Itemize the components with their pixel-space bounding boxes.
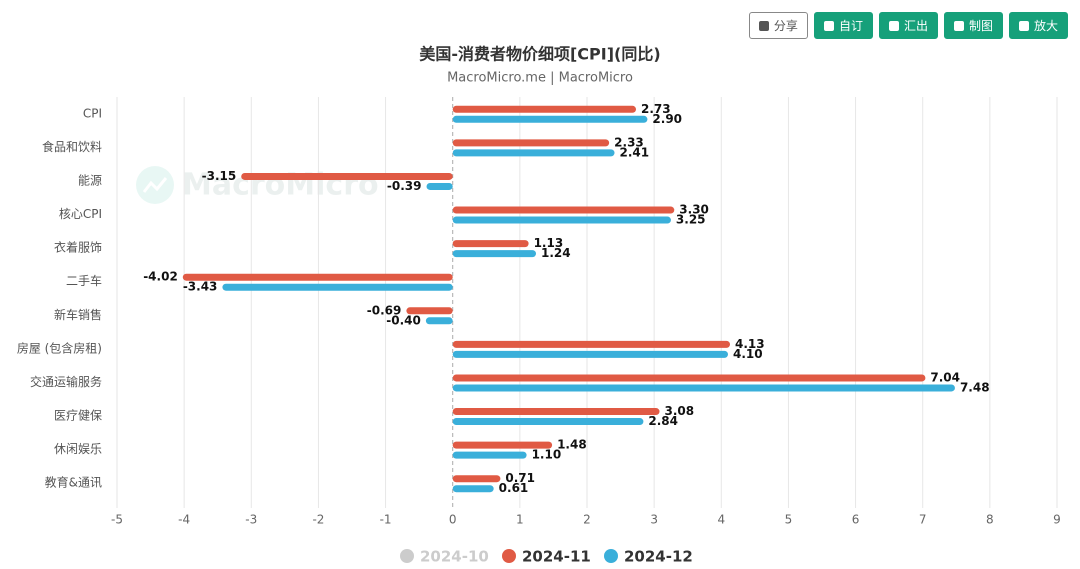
x-tick-label: 3	[650, 513, 658, 527]
data-label: 2.41	[620, 145, 650, 159]
export-button[interactable]: 汇出	[878, 12, 938, 39]
bar	[406, 307, 453, 315]
data-label: -3.43	[183, 280, 218, 294]
bar	[425, 317, 453, 325]
bar	[452, 441, 553, 449]
data-label: 1.24	[541, 246, 571, 260]
y-tick-label: 二手车	[66, 273, 102, 288]
x-tick-label: -5	[111, 513, 123, 527]
y-tick-label: 核心CPI	[59, 207, 102, 221]
y-tick-label: 休闲娱乐	[54, 442, 102, 456]
x-tick-label: 8	[986, 513, 994, 527]
legend-marker	[400, 549, 414, 563]
data-label: 7.04	[930, 370, 960, 384]
y-tick-label: 医疗健保	[54, 409, 102, 423]
legend-marker	[604, 549, 618, 563]
data-label: 4.13	[735, 337, 765, 351]
x-tick-label: -1	[380, 513, 392, 527]
bar	[452, 216, 671, 224]
x-tick-label: -3	[245, 513, 257, 527]
bar	[452, 139, 610, 147]
bar	[452, 451, 527, 459]
bar	[452, 475, 501, 483]
bar	[222, 283, 453, 291]
data-label: -4.02	[143, 270, 178, 284]
bar	[452, 240, 529, 248]
legend-label: 2024-12	[624, 548, 693, 566]
bar	[452, 206, 675, 214]
button-label: 放大	[1033, 19, 1058, 33]
bar	[452, 374, 926, 382]
customize-button[interactable]: 自订	[813, 12, 873, 39]
y-tick-label: 衣着服饰	[54, 240, 102, 255]
chart-subtitle: MacroMicro.me | MacroMicro	[447, 71, 633, 86]
bar	[452, 340, 731, 348]
x-tick-label: 0	[449, 513, 457, 527]
x-tick-label: 6	[852, 513, 860, 527]
x-tick-label: 4	[717, 513, 725, 527]
y-tick-label: 教育&通讯	[45, 475, 102, 490]
button-label: 汇出	[903, 19, 928, 33]
y-tick-label: 新车销售	[54, 307, 102, 322]
legend-marker	[502, 549, 516, 563]
watermark-logo: MacroMicro	[136, 166, 379, 204]
bar	[452, 350, 728, 358]
data-label: 1.13	[534, 236, 564, 250]
draw-button[interactable]: 制图	[943, 12, 1003, 39]
data-label: -0.69	[367, 303, 402, 317]
bar	[452, 384, 955, 392]
data-label: 2.84	[648, 414, 678, 428]
bar	[182, 273, 453, 281]
bar	[452, 105, 637, 113]
data-label: -0.39	[387, 179, 422, 193]
legend-label: 2024-11	[522, 548, 591, 566]
bar	[452, 149, 615, 157]
toolbar: 分享 自订 汇出 制图 放大	[748, 12, 1068, 39]
y-tick-label: 房屋 (包含房租)	[17, 340, 102, 355]
data-label: 3.30	[679, 203, 709, 217]
bar	[452, 485, 494, 493]
data-label: 0.71	[505, 471, 535, 485]
data-label: 1.48	[557, 438, 587, 452]
bar	[452, 408, 660, 416]
button-label: 制图	[968, 19, 993, 33]
bar	[241, 172, 453, 180]
data-label: 2.90	[652, 112, 682, 126]
x-tick-label: 9	[1053, 513, 1061, 527]
y-tick-label: 食品和饮料	[42, 139, 102, 154]
data-label: 0.61	[499, 481, 529, 495]
zoom-button[interactable]: 放大	[1008, 12, 1068, 39]
y-tick-label: CPI	[83, 106, 102, 120]
data-label: -3.15	[202, 169, 237, 183]
data-label: 1.10	[532, 448, 562, 462]
button-label: 自订	[838, 19, 863, 33]
data-label: 3.25	[676, 213, 706, 227]
data-label: 2.33	[614, 135, 644, 149]
bar	[452, 115, 648, 123]
x-tick-label: 1	[516, 513, 524, 527]
data-label: 3.08	[665, 404, 695, 418]
bar	[452, 418, 644, 426]
button-label: 分享	[773, 19, 798, 33]
y-tick-label: 交通运输服务	[30, 374, 102, 389]
x-tick-label: 2	[583, 513, 591, 527]
chart-title: 美国-消费者物价细项[CPI](同比)	[419, 45, 660, 64]
data-label: 4.10	[733, 347, 763, 361]
x-tick-label: 7	[919, 513, 927, 527]
data-label: -0.40	[386, 313, 421, 327]
data-label: 7.48	[960, 380, 990, 394]
x-tick-label: -2	[312, 513, 324, 527]
y-tick-label: 能源	[78, 173, 102, 187]
bar	[452, 250, 536, 258]
data-label: 2.73	[641, 102, 671, 116]
bar	[426, 182, 453, 190]
share-button[interactable]: 分享	[748, 12, 808, 39]
x-tick-label: -4	[178, 513, 190, 527]
x-tick-label: 5	[785, 513, 793, 527]
legend-label: 2024-10	[420, 548, 489, 566]
